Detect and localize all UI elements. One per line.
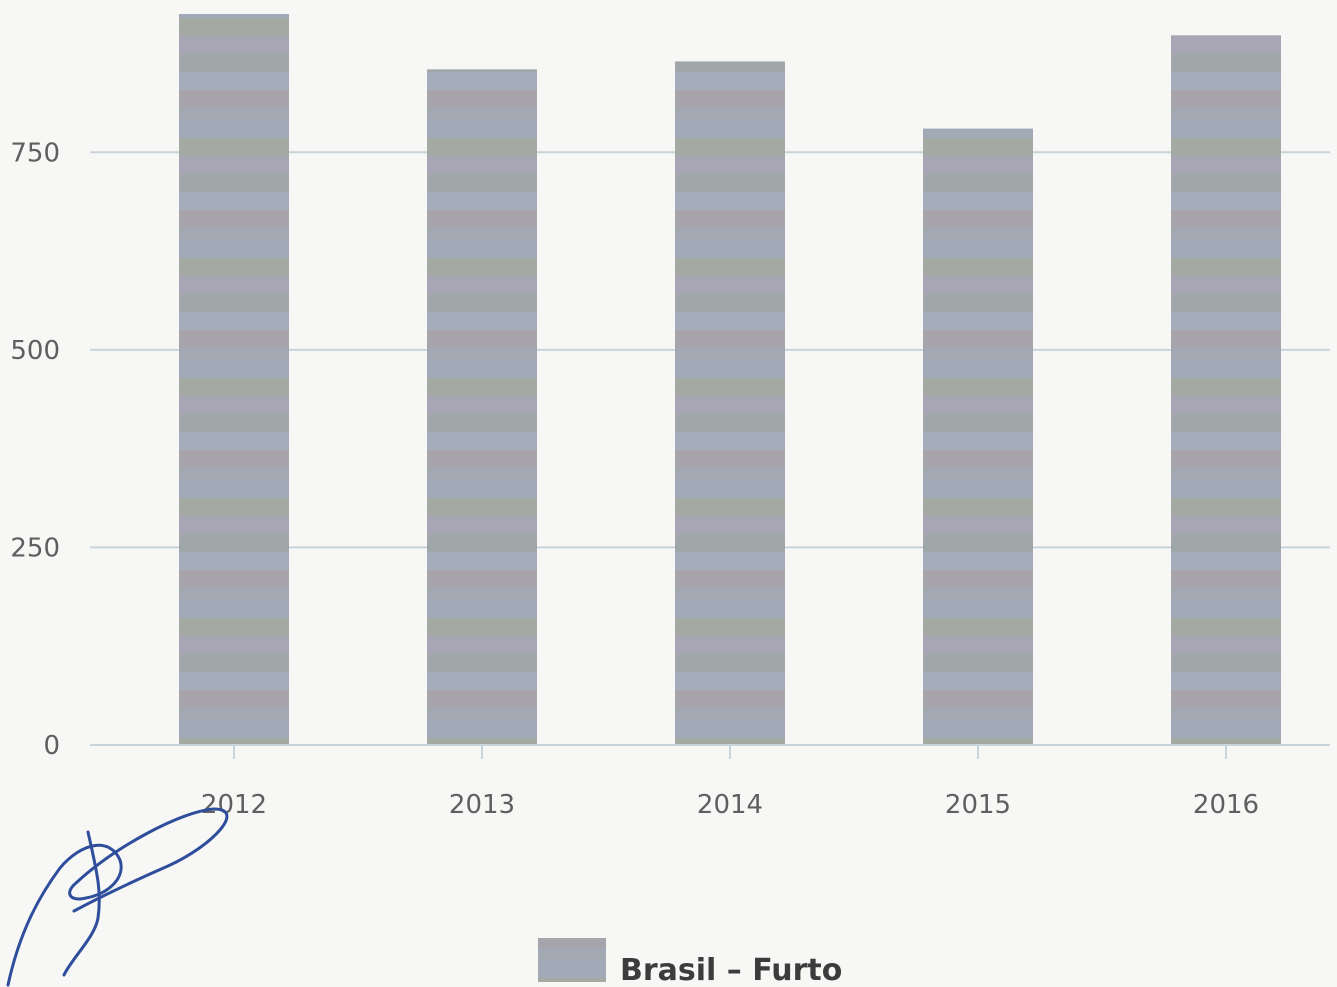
bar — [923, 128, 1033, 746]
bar — [427, 69, 537, 746]
signature-scribble — [6, 807, 229, 987]
legend-swatch — [538, 938, 606, 982]
bar — [675, 61, 785, 746]
y-tick-label: 0 — [43, 731, 60, 761]
signature-stroke — [6, 807, 229, 987]
bars — [179, 14, 1281, 746]
x-tick-label: 2012 — [201, 790, 267, 820]
legend-label: Brasil – Furto — [620, 953, 842, 987]
y-tick-label: 750 — [10, 138, 60, 168]
x-tick-label: 2015 — [945, 790, 1011, 820]
y-axis: 0 250 500 750 — [10, 138, 60, 761]
x-tick-label: 2016 — [1193, 790, 1259, 820]
y-tick-label: 500 — [10, 336, 60, 366]
legend: Brasil – Furto — [538, 938, 842, 987]
y-tick-label: 250 — [10, 533, 60, 563]
x-tick-label: 2014 — [697, 790, 763, 820]
signature-loop — [62, 830, 101, 977]
x-axis: 2012 2013 2014 2015 2016 — [201, 745, 1259, 820]
bar — [179, 14, 289, 745]
bar — [1171, 35, 1281, 746]
x-tick-label: 2013 — [449, 790, 515, 820]
